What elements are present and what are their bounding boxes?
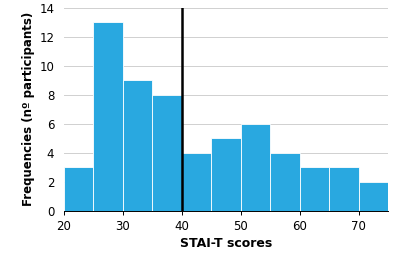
Bar bbox=[123, 80, 152, 211]
Bar bbox=[241, 124, 270, 211]
Bar bbox=[152, 95, 182, 211]
Bar bbox=[270, 153, 300, 211]
Y-axis label: Frequencies (nº participants): Frequencies (nº participants) bbox=[22, 12, 35, 206]
Bar bbox=[94, 22, 123, 211]
X-axis label: STAI-T scores: STAI-T scores bbox=[180, 237, 272, 250]
Bar bbox=[211, 138, 241, 211]
Bar bbox=[329, 167, 358, 211]
Bar bbox=[182, 153, 211, 211]
Bar bbox=[300, 167, 329, 211]
Bar bbox=[358, 182, 388, 211]
Bar bbox=[64, 167, 94, 211]
